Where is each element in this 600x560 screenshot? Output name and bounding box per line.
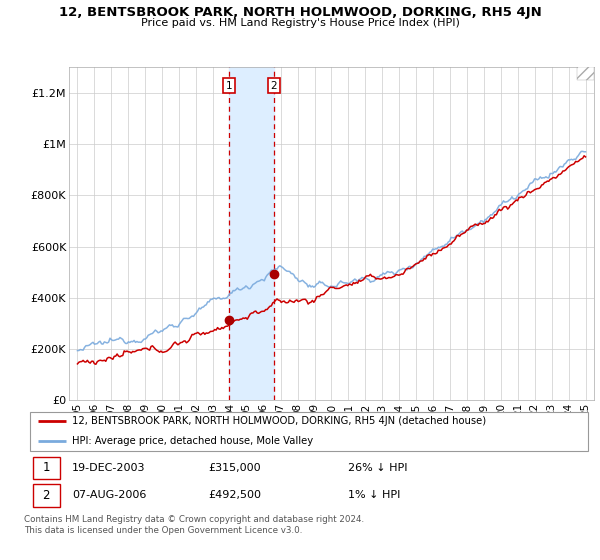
Text: 1: 1	[226, 81, 233, 91]
Text: £492,500: £492,500	[209, 491, 262, 500]
Text: 2: 2	[43, 489, 50, 502]
FancyBboxPatch shape	[33, 456, 59, 479]
Text: Price paid vs. HM Land Registry's House Price Index (HPI): Price paid vs. HM Land Registry's House …	[140, 18, 460, 29]
Text: 12, BENTSBROOK PARK, NORTH HOLMWOOD, DORKING, RH5 4JN (detached house): 12, BENTSBROOK PARK, NORTH HOLMWOOD, DOR…	[72, 417, 486, 426]
Text: 1% ↓ HPI: 1% ↓ HPI	[348, 491, 400, 500]
Text: HPI: Average price, detached house, Mole Valley: HPI: Average price, detached house, Mole…	[72, 436, 313, 446]
Text: 1: 1	[43, 461, 50, 474]
Text: Contains HM Land Registry data © Crown copyright and database right 2024.
This d: Contains HM Land Registry data © Crown c…	[24, 515, 364, 535]
Bar	[229, 67, 274, 400]
Text: 12, BENTSBROOK PARK, NORTH HOLMWOOD, DORKING, RH5 4JN: 12, BENTSBROOK PARK, NORTH HOLMWOOD, DOR…	[59, 6, 541, 18]
Text: £315,000: £315,000	[209, 463, 261, 473]
FancyBboxPatch shape	[33, 484, 59, 506]
Text: 07-AUG-2006: 07-AUG-2006	[72, 491, 146, 500]
FancyBboxPatch shape	[30, 412, 588, 451]
Text: 2: 2	[271, 81, 277, 91]
Text: 19-DEC-2003: 19-DEC-2003	[72, 463, 145, 473]
Text: 26% ↓ HPI: 26% ↓ HPI	[348, 463, 407, 473]
